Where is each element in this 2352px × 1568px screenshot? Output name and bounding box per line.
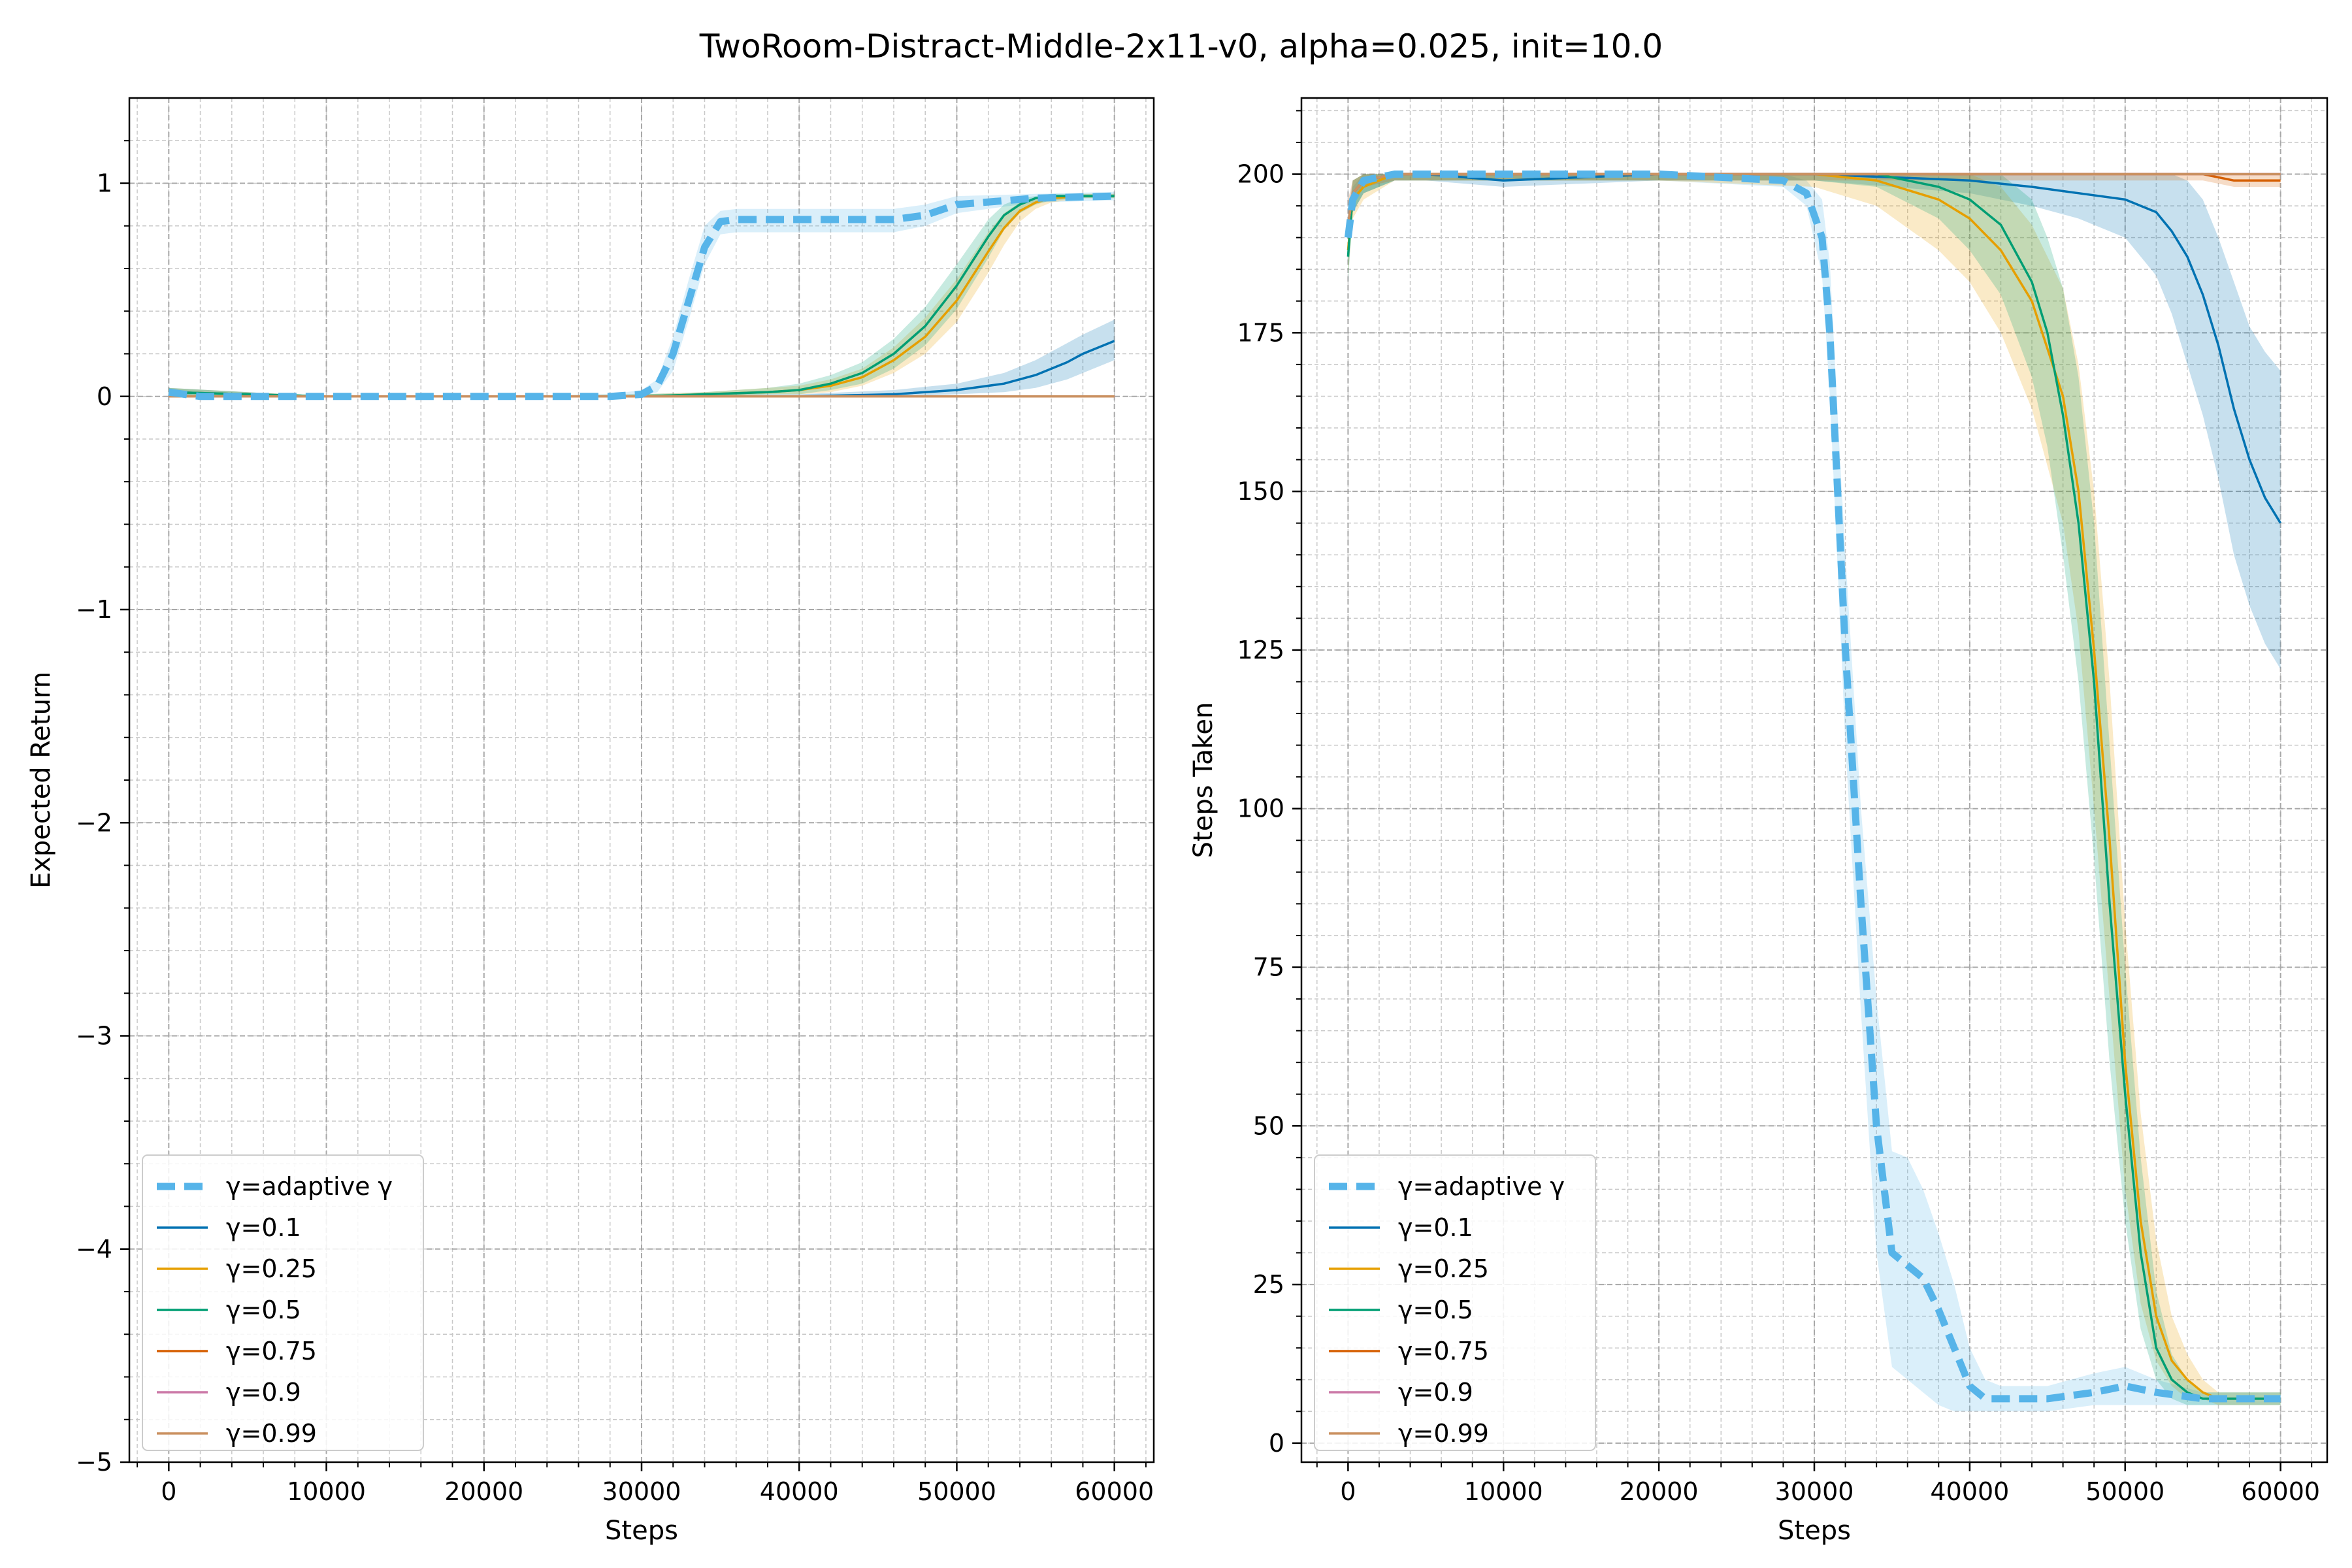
y-tick-label: 200 <box>1237 160 1284 189</box>
y-tick-label: −3 <box>76 1022 112 1051</box>
legend-label-0-9: γ=0.9 <box>226 1378 301 1407</box>
y-tick-label: 25 <box>1253 1270 1284 1299</box>
x-tick-label: 30000 <box>1775 1477 1854 1506</box>
y-axis-label: Expected Return <box>26 672 56 889</box>
legend-label-0-5: γ=0.5 <box>1398 1296 1473 1324</box>
y-tick-label: 75 <box>1253 953 1284 981</box>
y-tick-label: −1 <box>76 595 112 624</box>
confidence-band-0-25 <box>169 193 1115 397</box>
legend-label-0-5: γ=0.5 <box>226 1296 301 1324</box>
y-tick-label: −2 <box>76 808 112 837</box>
legend-label-0-25: γ=0.25 <box>1398 1254 1489 1283</box>
x-tick-label: 20000 <box>1620 1477 1699 1506</box>
x-tick-label: 60000 <box>2241 1477 2320 1506</box>
expected-return-panel: 0 10000 20000 30000 40000 50000 60000 1 0 −1 −2 −3 −… <box>26 97 1155 1546</box>
x-tick-label: 30000 <box>602 1477 681 1506</box>
legend-label-0-99: γ=0.99 <box>226 1419 317 1448</box>
y-tick-label: 150 <box>1237 477 1284 506</box>
y-tick-label: 0 <box>1269 1429 1284 1458</box>
y-tick-label: 0 <box>97 382 112 411</box>
legend-label-0-1: γ=0.1 <box>226 1213 301 1242</box>
legend-label-0-1: γ=0.1 <box>1398 1213 1473 1242</box>
y-axis-label: Steps Taken <box>1188 702 1218 858</box>
x-tick-label: 40000 <box>760 1477 839 1506</box>
x-tick-label: 20000 <box>444 1477 523 1506</box>
x-tick-label: 50000 <box>2085 1477 2164 1506</box>
x-tick-label: 0 <box>1340 1477 1356 1506</box>
y-tick-label: 1 <box>97 169 112 198</box>
steps-taken-panel: 0 10000 20000 30000 40000 50000 60000 200 175 150… <box>1188 97 2328 1546</box>
x-tick-label: 10000 <box>1464 1477 1543 1506</box>
grid-lines <box>129 98 1154 1463</box>
x-tick-label: 50000 <box>917 1477 996 1506</box>
y-tick-label: −5 <box>76 1448 112 1477</box>
legend: γ=adaptive γ γ=0.1 γ=0.25 γ=0.5 γ=0.75 γ=0.9 γ… <box>142 1154 424 1451</box>
legend-label-0-25: γ=0.25 <box>226 1254 317 1283</box>
series-line-adaptive <box>1344 171 2281 1403</box>
tick-marks: 0 10000 20000 30000 40000 50000 60000 200 175 150… <box>1237 110 2320 1506</box>
legend-label-0-99: γ=0.99 <box>1398 1419 1489 1448</box>
plot-data <box>168 191 1115 400</box>
confidence-band-0-1 <box>169 319 1115 397</box>
x-tick-label: 10000 <box>287 1477 366 1506</box>
legend-box <box>142 1154 424 1451</box>
y-tick-label: 100 <box>1237 794 1284 823</box>
plot-data <box>1344 171 2282 1412</box>
confidence-band-0-1 <box>1348 174 2281 669</box>
x-tick-label: 60000 <box>1075 1477 1154 1506</box>
legend-label-adaptive: γ=adaptive γ <box>1398 1172 1565 1201</box>
legend-label-0-75: γ=0.75 <box>1398 1337 1489 1365</box>
legend-label-0-9: γ=0.9 <box>1398 1378 1473 1407</box>
series-line-adaptive <box>168 192 1115 400</box>
legend-label-0-75: γ=0.75 <box>226 1337 317 1365</box>
tick-marks: 0 10000 20000 30000 40000 50000 60000 1 0 −1 −2 −3 −… <box>76 140 1154 1506</box>
confidence-band-0-25 <box>1348 174 2281 1405</box>
legend-box <box>1314 1154 1596 1451</box>
y-tick-label: 125 <box>1237 636 1284 664</box>
y-tick-label: −4 <box>76 1235 112 1264</box>
legend: γ=adaptive γ γ=0.1 γ=0.25 γ=0.5 γ=0.75 γ=0.9 γ… <box>1314 1154 1596 1451</box>
figure-title: TwoRoom-Distract-Middle-2x11-v0, alpha=0… <box>699 27 1663 65</box>
y-tick-label: 50 <box>1253 1111 1284 1140</box>
confidence-band-0-5 <box>1348 174 2281 1405</box>
x-axis-label: Steps <box>1778 1516 1851 1546</box>
x-axis-label: Steps <box>605 1516 678 1546</box>
x-tick-label: 40000 <box>1930 1477 2009 1506</box>
legend-label-adaptive: γ=adaptive γ <box>226 1172 393 1201</box>
x-tick-label: 0 <box>161 1477 176 1506</box>
y-tick-label: 175 <box>1237 318 1284 347</box>
